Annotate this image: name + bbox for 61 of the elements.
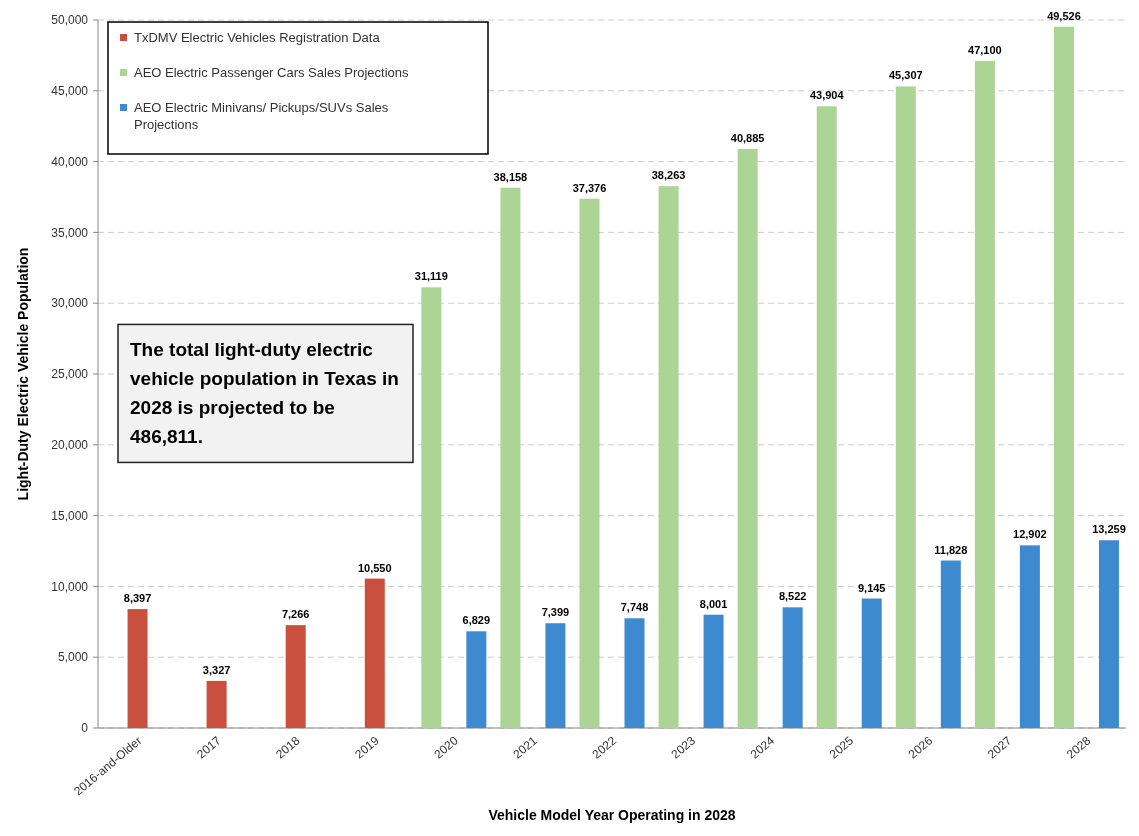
data-label: 40,885	[730, 132, 765, 145]
legend-label: AEO Electric Minivans/ Pickups/SUVs Sales Projections	[134, 100, 389, 132]
data-label: 8,522	[778, 590, 807, 603]
bar	[861, 598, 882, 728]
annotation: The total light-duty electric vehicle population in Texas in 2028 is projected to be 486,811.	[130, 339, 399, 448]
y-tick-label: 15,000	[51, 508, 89, 523]
bar	[1053, 26, 1074, 728]
data-label: 8,397	[123, 592, 152, 605]
data-label: 11,828	[934, 543, 968, 556]
y-tick-label: 40,000	[51, 154, 89, 169]
data-label: 38,263	[651, 169, 686, 182]
data-label: 7,748	[620, 601, 649, 614]
bar	[816, 106, 837, 728]
data-label: 9,145	[857, 581, 886, 594]
bar	[624, 618, 645, 728]
bar	[206, 680, 227, 728]
bar	[1019, 545, 1040, 728]
x-axis-title: Vehicle Model Year Operating in 2028	[488, 807, 736, 823]
bar	[127, 609, 148, 728]
data-label: 43,904	[809, 89, 845, 102]
bar	[703, 614, 724, 728]
bar	[782, 607, 803, 728]
y-tick-label: 5,000	[57, 650, 89, 665]
data-label: 10,550	[357, 561, 392, 574]
bar	[579, 198, 600, 728]
data-label: 49,526	[1047, 9, 1081, 22]
data-label: 3,327	[202, 663, 231, 676]
legend-label: AEO Electric Passenger Cars Sales Projections	[134, 65, 410, 80]
bar	[940, 560, 961, 728]
data-label: 38,158	[493, 170, 528, 183]
bar	[285, 625, 306, 728]
y-tick-label: 0	[81, 721, 89, 736]
data-label: 45,307	[888, 69, 923, 82]
bar	[500, 187, 521, 728]
bar	[545, 623, 566, 728]
bar	[737, 149, 758, 728]
y-tick-label: 20,000	[51, 438, 89, 452]
bar	[364, 578, 385, 728]
bar	[895, 86, 916, 728]
y-tick-label: 45,000	[51, 84, 89, 98]
data-label: 12,902	[1013, 528, 1047, 541]
legend-label: TxDMV Electric Vehicles Registration Data	[134, 30, 381, 45]
bar	[1098, 540, 1119, 728]
bar	[974, 61, 995, 728]
y-tick-label: 35,000	[51, 225, 89, 240]
data-label: 7,266	[281, 608, 310, 621]
bar	[466, 631, 487, 728]
data-label: 47,100	[968, 44, 1002, 57]
data-label: 7,399	[541, 606, 570, 619]
data-label: 6,829	[462, 614, 491, 627]
data-label: 37,376	[572, 181, 607, 194]
data-label: 31,119	[414, 270, 448, 283]
data-label: 8,001	[699, 597, 728, 610]
y-tick-label: 10,000	[51, 579, 89, 594]
bar	[658, 186, 679, 728]
y-tick-label: 50,000	[51, 13, 89, 28]
y-axis-title: Light-Duty Electric Vehicle Population	[15, 247, 31, 501]
bar	[421, 287, 442, 728]
data-label: 13,259	[1092, 523, 1126, 536]
y-tick-label: 25,000	[51, 367, 89, 382]
y-tick-label: 30,000	[51, 296, 89, 311]
